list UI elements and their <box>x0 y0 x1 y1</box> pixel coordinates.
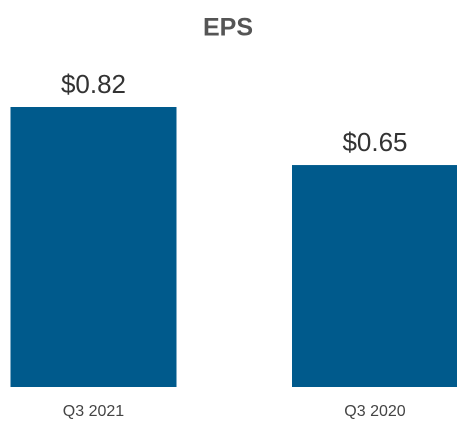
value-label: $0.82 <box>61 69 126 99</box>
bar <box>10 107 177 387</box>
bar <box>292 165 457 387</box>
x-tick-label: Q3 2021 <box>63 403 124 420</box>
value-label: $0.65 <box>342 127 407 157</box>
x-tick-label: Q3 2020 <box>344 403 405 420</box>
chart-title: EPS <box>203 14 253 42</box>
